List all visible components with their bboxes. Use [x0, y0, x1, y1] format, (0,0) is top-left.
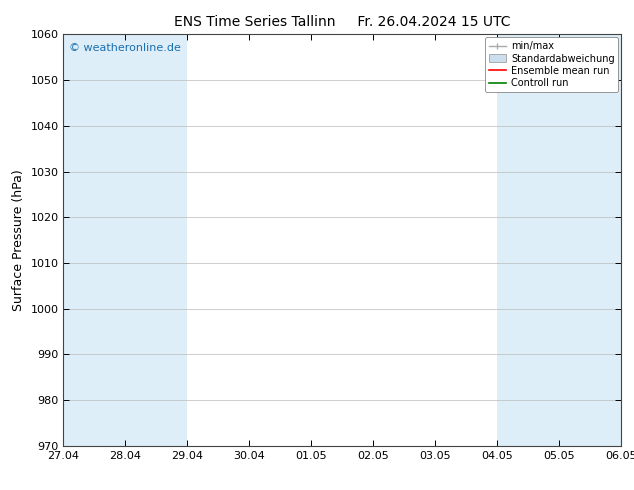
Y-axis label: Surface Pressure (hPa): Surface Pressure (hPa) — [12, 169, 25, 311]
Legend: min/max, Standardabweichung, Ensemble mean run, Controll run: min/max, Standardabweichung, Ensemble me… — [484, 37, 618, 92]
Title: ENS Time Series Tallinn     Fr. 26.04.2024 15 UTC: ENS Time Series Tallinn Fr. 26.04.2024 1… — [174, 15, 510, 29]
Bar — [621, 34, 634, 446]
Text: © weatheronline.de: © weatheronline.de — [69, 43, 181, 52]
Bar — [497, 34, 621, 446]
Bar — [63, 34, 188, 446]
